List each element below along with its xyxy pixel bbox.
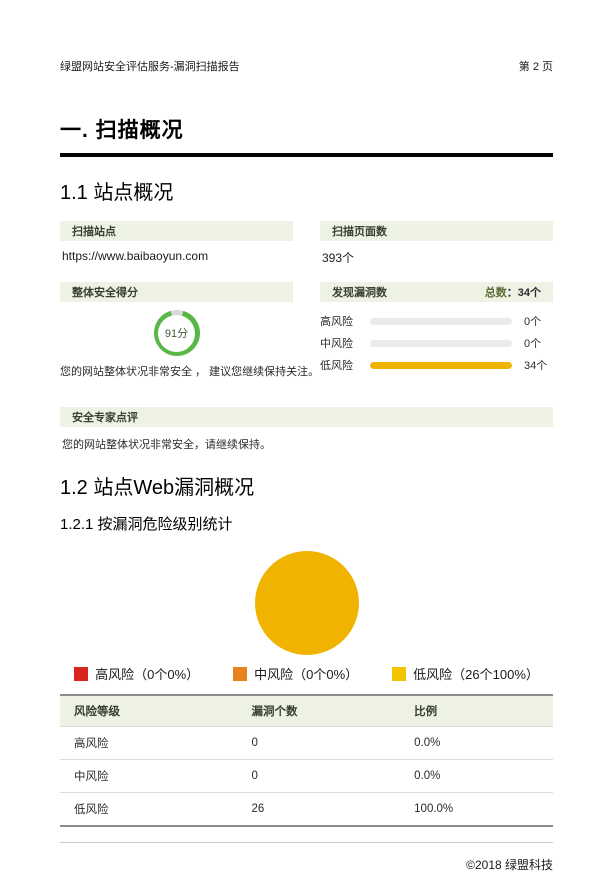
legend-item-high: 高风险（0个0%） xyxy=(74,664,199,683)
vuln-count-header: 发现漏洞数 总数：34个 xyxy=(320,282,553,302)
bar-label: 中风险 xyxy=(320,338,353,350)
score-gauge-wrap: 91分 xyxy=(60,310,293,356)
bar-fill xyxy=(370,361,512,369)
overview-row-2: 整体安全得分 91分 您的网站整体状况非常安全 ， 建议您继续保持关注。 发现漏… xyxy=(60,282,553,381)
bar-label: 低风险 xyxy=(320,360,353,372)
cell-vuln-count: 0 xyxy=(237,759,401,793)
cell-vuln-count: 0 xyxy=(237,726,401,760)
table-header-row: 风险等级 漏洞个数 比例 xyxy=(60,695,553,727)
cell-vuln-count: 26 xyxy=(237,792,401,826)
security-score-header: 整体安全得分 xyxy=(60,282,293,302)
table-row: 高风险 0 0.0% xyxy=(60,726,553,760)
bar-track xyxy=(370,361,512,369)
heading-site-overview: 1.1 站点概况 xyxy=(60,182,174,204)
copyright-text: ©2018 绿盟科技 xyxy=(466,858,553,872)
overview-row-1: 扫描站点 https://www.baibaoyun.com 扫描页面数 393… xyxy=(60,221,553,266)
score-value: 91分 xyxy=(158,314,195,352)
vuln-bar-row-high: 高风险 0个 xyxy=(320,315,553,328)
security-score-box: 整体安全得分 91分 您的网站整体状况非常安全 ， 建议您继续保持关注。 xyxy=(60,282,320,381)
page-number: 第 2 页 xyxy=(518,61,553,73)
cell-ratio: 0.0% xyxy=(400,759,553,793)
scan-site-box: 扫描站点 https://www.baibaoyun.com xyxy=(60,221,293,266)
vuln-bar-row-low: 低风险 34个 xyxy=(320,359,553,372)
heading-web-vuln-overview: 1.2 站点Web漏洞概况 xyxy=(60,477,255,499)
bar-track xyxy=(370,339,512,347)
expert-comment-box: 安全专家点评 您的网站整体状况非常安全，请继续保持。 xyxy=(60,407,553,452)
bar-label: 高风险 xyxy=(320,316,353,328)
vuln-total-value: ：34个 xyxy=(506,287,541,299)
col-header-vuln-count: 漏洞个数 xyxy=(237,695,401,727)
bar-value: 34个 xyxy=(524,360,548,372)
scan-pages-label: 扫描页面数 xyxy=(332,226,387,238)
score-comment: 您的网站整体状况非常安全 ， 建议您继续保持关注。 xyxy=(60,366,320,378)
heading-risk-level-stats: 1.2.1 按漏洞危险级别统计 xyxy=(60,516,233,533)
cell-risk-level: 高风险 xyxy=(60,726,238,760)
cell-ratio: 100.0% xyxy=(400,792,553,826)
section-title-scan-overview: 一. 扫描概况 xyxy=(60,114,553,157)
expert-comment-text: 您的网站整体状况非常安全，请继续保持。 xyxy=(62,439,271,451)
expert-comment-header: 安全专家点评 xyxy=(60,407,553,427)
vuln-bars: 高风险 0个 中风险 0个 低风险 34个 xyxy=(320,315,553,372)
scan-site-label: 扫描站点 xyxy=(72,226,116,238)
legend-item-medium: 中风险（0个0%） xyxy=(233,664,358,683)
col-header-ratio: 比例 xyxy=(400,695,553,727)
scan-site-value: https://www.baibaoyun.com xyxy=(62,249,209,263)
cell-risk-level: 中风险 xyxy=(60,759,238,793)
table-row: 低风险 26 100.0% xyxy=(60,792,553,826)
scan-site-header: 扫描站点 xyxy=(60,221,293,241)
bar-value: 0个 xyxy=(524,338,542,350)
cell-ratio: 0.0% xyxy=(400,726,553,760)
legend-item-low: 低风险（26个100%） xyxy=(392,664,539,683)
vuln-count-box: 发现漏洞数 总数：34个 高风险 0个 中风险 0个 低风险 34个 xyxy=(320,282,553,381)
scan-pages-header: 扫描页面数 xyxy=(320,221,553,241)
legend-label-low: 低风险（26个100%） xyxy=(413,667,539,682)
pie-chart-wrap xyxy=(60,551,553,655)
risk-table: 风险等级 漏洞个数 比例 高风险 0 0.0% 中风险 0 0.0% 低风险 2… xyxy=(60,694,553,827)
scan-pages-value: 393个 xyxy=(322,251,355,265)
cell-risk-level: 低风险 xyxy=(60,792,238,826)
bar-track xyxy=(370,317,512,325)
vuln-total: 总数：34个 xyxy=(485,284,541,300)
legend-swatch-low xyxy=(392,666,407,681)
vuln-count-label: 发现漏洞数 xyxy=(332,287,387,299)
legend-label-high: 高风险（0个0%） xyxy=(95,667,200,682)
page-header: 绿盟网站安全评估服务-漏洞扫描报告 第 2 页 xyxy=(60,58,553,74)
scan-pages-box: 扫描页面数 393个 xyxy=(320,221,553,266)
legend-swatch-medium xyxy=(233,666,248,681)
vuln-total-key: 总数 xyxy=(484,287,507,299)
col-header-risk-level: 风险等级 xyxy=(60,695,238,727)
legend-swatch-high xyxy=(74,666,89,681)
security-score-label: 整体安全得分 xyxy=(72,287,138,299)
score-gauge-ring: 91分 xyxy=(153,310,200,356)
vuln-bar-row-medium: 中风险 0个 xyxy=(320,337,553,350)
pie-legend: 高风险（0个0%） 中风险（0个0%） 低风险（26个100%） xyxy=(60,664,553,683)
table-row: 中风险 0 0.0% xyxy=(60,759,553,793)
expert-comment-label: 安全专家点评 xyxy=(72,412,138,424)
legend-label-medium: 中风险（0个0%） xyxy=(254,667,359,682)
bar-value: 0个 xyxy=(524,316,542,328)
report-title-running-head: 绿盟网站安全评估服务-漏洞扫描报告 xyxy=(60,61,240,73)
footer-divider xyxy=(60,842,553,843)
risk-pie-chart xyxy=(254,551,359,655)
